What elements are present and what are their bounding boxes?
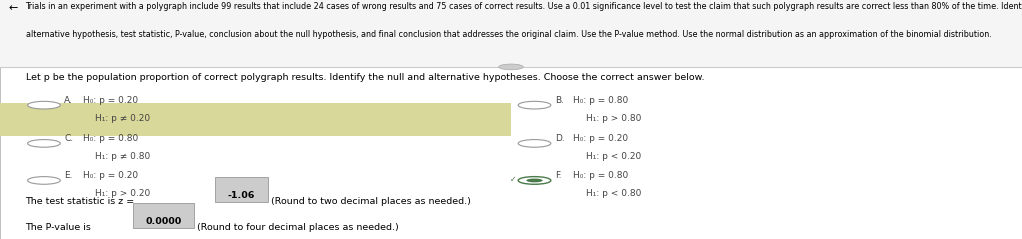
FancyBboxPatch shape bbox=[0, 0, 1022, 67]
Circle shape bbox=[526, 179, 543, 182]
Text: H₀: p = 0.20: H₀: p = 0.20 bbox=[573, 134, 629, 143]
Text: D.: D. bbox=[555, 134, 565, 143]
Text: B.: B. bbox=[555, 96, 564, 105]
Text: H₁: p < 0.80: H₁: p < 0.80 bbox=[586, 189, 641, 198]
Circle shape bbox=[499, 64, 523, 70]
Text: Let p be the population proportion of correct polygraph results. Identify the nu: Let p be the population proportion of co… bbox=[26, 73, 704, 82]
Text: The test statistic is z =: The test statistic is z = bbox=[26, 197, 135, 206]
Circle shape bbox=[28, 101, 60, 109]
Text: H₀: p = 0.80: H₀: p = 0.80 bbox=[573, 171, 629, 180]
Text: H₀: p = 0.80: H₀: p = 0.80 bbox=[573, 96, 629, 105]
Text: 0.0000: 0.0000 bbox=[145, 217, 182, 227]
Text: The P-value is: The P-value is bbox=[26, 223, 91, 233]
Text: H₁: p > 0.80: H₁: p > 0.80 bbox=[586, 114, 641, 123]
Text: alternative hypothesis, test statistic, P-value, conclusion about the null hypot: alternative hypothesis, test statistic, … bbox=[26, 30, 991, 39]
Text: (Round to two decimal places as needed.): (Round to two decimal places as needed.) bbox=[271, 197, 471, 206]
Text: Trials in an experiment with a polygraph include 99 results that include 24 case: Trials in an experiment with a polygraph… bbox=[26, 2, 1022, 11]
Text: H₁: p > 0.20: H₁: p > 0.20 bbox=[95, 189, 150, 198]
FancyBboxPatch shape bbox=[133, 203, 194, 228]
Text: H₁: p ≠ 0.80: H₁: p ≠ 0.80 bbox=[95, 152, 150, 161]
FancyBboxPatch shape bbox=[215, 177, 268, 202]
Circle shape bbox=[518, 177, 551, 184]
Circle shape bbox=[518, 140, 551, 147]
Text: E.: E. bbox=[64, 171, 73, 180]
Text: H₀: p = 0.20: H₀: p = 0.20 bbox=[83, 96, 138, 105]
Text: ←: ← bbox=[8, 4, 17, 14]
Text: H₀: p = 0.80: H₀: p = 0.80 bbox=[83, 134, 138, 143]
Text: H₀: p = 0.20: H₀: p = 0.20 bbox=[83, 171, 138, 180]
Text: (Round to four decimal places as needed.): (Round to four decimal places as needed.… bbox=[197, 223, 399, 233]
Text: C.: C. bbox=[64, 134, 74, 143]
Circle shape bbox=[518, 101, 551, 109]
Text: H₁: p ≠ 0.20: H₁: p ≠ 0.20 bbox=[95, 114, 150, 123]
Text: H₁: p < 0.20: H₁: p < 0.20 bbox=[586, 152, 641, 161]
Text: -1.06: -1.06 bbox=[228, 191, 254, 200]
Circle shape bbox=[28, 177, 60, 184]
Text: F.: F. bbox=[555, 171, 561, 180]
FancyBboxPatch shape bbox=[0, 103, 511, 136]
Text: ✓: ✓ bbox=[510, 174, 516, 184]
Text: A.: A. bbox=[64, 96, 74, 105]
Circle shape bbox=[28, 140, 60, 147]
